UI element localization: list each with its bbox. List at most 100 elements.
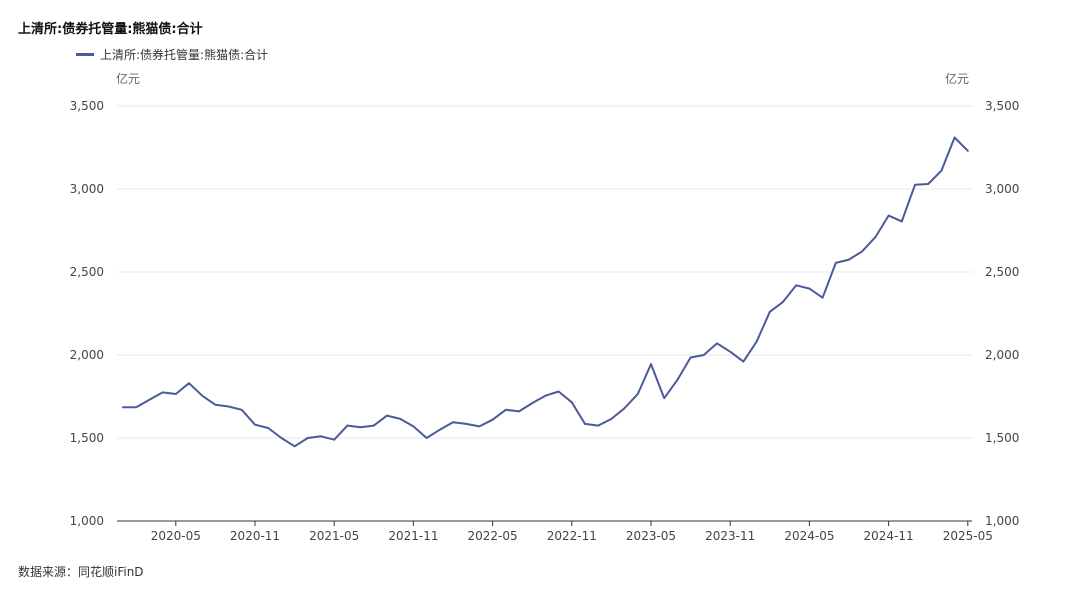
data-point	[637, 393, 639, 395]
data-point	[703, 354, 705, 356]
data-point	[531, 402, 533, 404]
data-point	[333, 438, 336, 441]
data-point	[967, 150, 969, 152]
data-point	[940, 169, 943, 172]
data-point	[478, 425, 481, 428]
data-point	[821, 296, 824, 299]
y-tick-label-right: 1,500	[985, 431, 1019, 445]
data-point	[689, 356, 692, 359]
y-tick-label-right: 3,500	[985, 99, 1019, 113]
data-point	[729, 350, 731, 353]
data-point	[307, 437, 309, 439]
series-line	[122, 136, 969, 448]
data-point	[227, 405, 230, 408]
axes	[117, 520, 972, 526]
data-point	[293, 445, 296, 448]
legend-line-icon	[76, 53, 94, 56]
data-point	[584, 423, 586, 425]
data-point	[782, 301, 784, 303]
right-axis-unit: 亿元	[945, 72, 970, 86]
y-tick-label-left: 3,500	[70, 99, 104, 113]
data-point	[518, 410, 520, 413]
x-tick-label: 2023-11	[705, 529, 755, 543]
data-point	[425, 437, 428, 439]
data-point	[544, 394, 547, 397]
data-point	[359, 426, 362, 429]
x-tick-label: 2021-05	[309, 529, 359, 543]
data-point	[676, 379, 679, 381]
data-point	[927, 183, 929, 185]
data-point	[122, 406, 124, 409]
data-point	[491, 418, 494, 421]
data-point	[716, 342, 718, 345]
x-tick-label: 2022-05	[468, 529, 518, 543]
x-tick-label: 2024-05	[784, 529, 834, 543]
data-point	[439, 428, 441, 431]
data-point	[399, 418, 402, 420]
data-point	[808, 287, 811, 290]
tick-labels: 1,000 1,000 1,500 1,500 2,000 2,000 2,500 2,500…	[70, 99, 1020, 543]
data-point	[571, 401, 573, 404]
data-point	[452, 421, 454, 424]
legend-label: 上清所:债券托管量:熊猫债:合计	[100, 48, 269, 62]
data-point	[650, 363, 652, 365]
data-point	[742, 360, 745, 363]
data-point	[914, 184, 916, 186]
data-point	[241, 409, 243, 411]
data-point	[623, 407, 626, 409]
gridlines	[117, 105, 972, 439]
data-point	[267, 427, 270, 429]
data-point	[557, 390, 560, 393]
x-tick-label: 2020-11	[230, 529, 280, 543]
y-tick-label-right: 2,000	[985, 348, 1019, 362]
data-point	[597, 424, 599, 427]
y-tick-label-right: 1,000	[985, 514, 1019, 528]
data-point	[148, 399, 151, 401]
y-tick-label-left: 1,000	[70, 514, 104, 528]
data-point	[280, 437, 283, 439]
y-tick-label-left: 2,000	[70, 348, 104, 362]
y-tick-label-left: 2,500	[70, 265, 104, 279]
y-tick-label-right: 2,500	[985, 265, 1019, 279]
x-tick-label: 2024-11	[864, 529, 914, 543]
y-tick-label-left: 3,000	[70, 182, 104, 196]
left-axis-unit: 亿元	[116, 72, 141, 86]
data-point	[161, 391, 164, 394]
data-point	[346, 424, 349, 427]
data-point	[254, 423, 256, 426]
data-point	[795, 284, 797, 287]
chart-title: 上清所:债券托管量:熊猫债:合计	[18, 22, 203, 37]
data-point	[848, 258, 850, 261]
data-point	[201, 394, 203, 397]
data-point	[465, 423, 468, 425]
data-source: 数据来源：同花顺iFinD	[18, 565, 144, 579]
data-point	[188, 382, 190, 385]
data-point	[874, 236, 877, 238]
data-point	[373, 424, 375, 427]
data-point	[412, 425, 415, 428]
x-tick-label: 2023-05	[626, 529, 676, 543]
series-layer	[122, 136, 969, 448]
data-point	[175, 393, 177, 395]
x-tick-label: 2022-11	[547, 529, 597, 543]
data-point	[505, 409, 507, 411]
x-tick-label: 2021-11	[388, 529, 438, 543]
data-point	[320, 435, 322, 438]
x-tick-label: 2020-05	[151, 529, 201, 543]
y-tick-label-left: 1,500	[70, 431, 104, 445]
data-point	[953, 136, 956, 139]
data-point	[663, 397, 665, 400]
data-point	[769, 311, 771, 313]
data-point	[755, 340, 758, 343]
x-tick-label: 2025-05	[943, 529, 993, 543]
legend[interactable]: 上清所:债券托管量:熊猫债:合计	[76, 46, 268, 63]
data-point	[135, 406, 137, 409]
data-point	[887, 214, 890, 217]
data-point	[610, 418, 613, 420]
data-point	[835, 262, 837, 264]
data-point	[901, 220, 903, 223]
y-tick-label-right: 3,000	[985, 182, 1019, 196]
data-point	[861, 250, 863, 253]
data-point	[214, 404, 217, 406]
